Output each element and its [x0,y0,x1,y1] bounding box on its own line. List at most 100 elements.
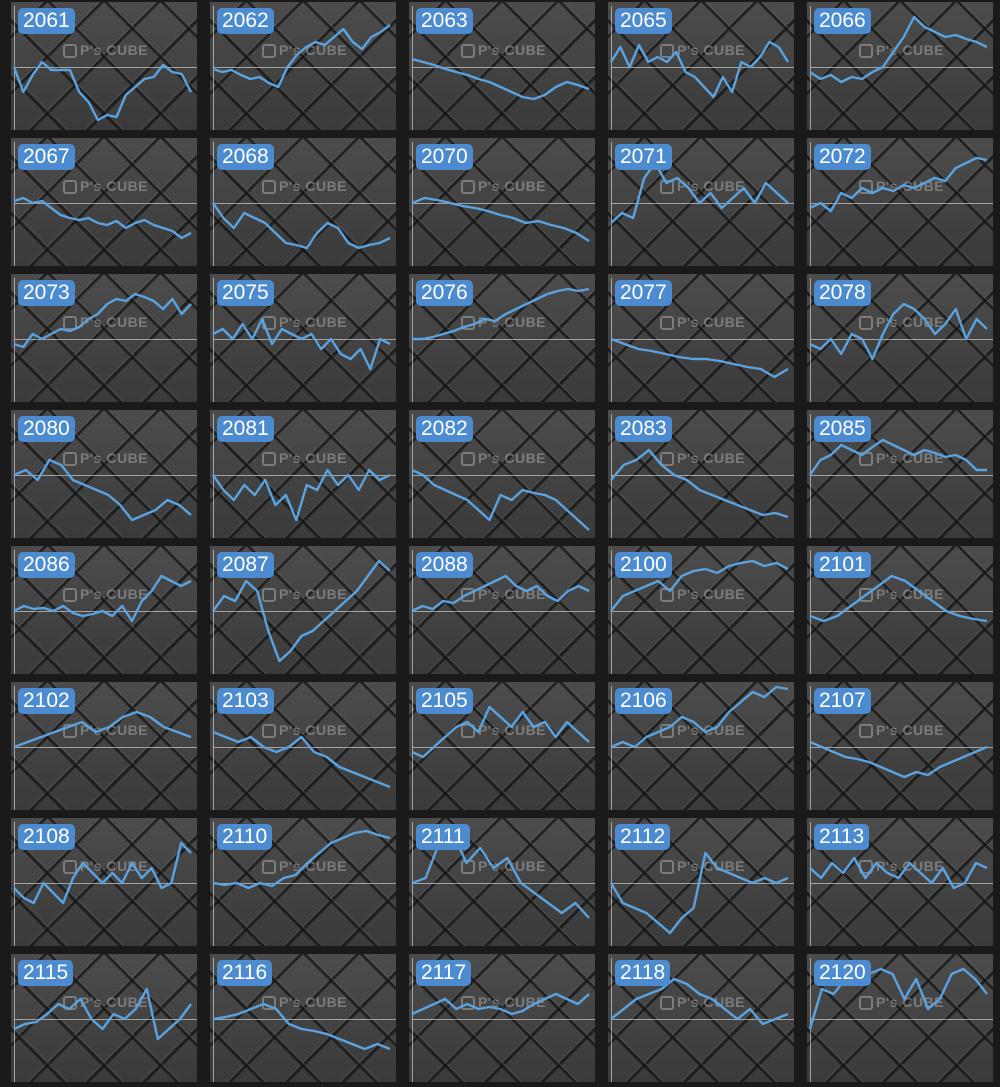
machine-graph-card[interactable]: P's CUBE 2100 [608,546,794,674]
watermark-text: P's CUBE [677,586,746,602]
zero-baseline [213,203,396,204]
sparkline-chart [212,468,391,522]
cube-logo-icon [859,724,873,738]
watermark-text: P's CUBE [478,450,547,466]
watermark-text: P's CUBE [478,42,547,58]
machine-graph-card[interactable]: P's CUBE 2102 [11,682,197,810]
machine-graph-card[interactable]: P's CUBE 2112 [608,818,794,946]
machine-graph-card[interactable]: P's CUBE 2087 [210,546,396,674]
machine-graph-card[interactable]: P's CUBE 2076 [409,274,595,402]
machine-graph-card[interactable]: P's CUBE 2103 [210,682,396,810]
machine-graph-card[interactable]: P's CUBE 2118 [608,954,794,1082]
watermark-logo: P's CUBE [660,42,745,58]
machine-graph-card[interactable]: P's CUBE 2085 [807,410,993,538]
sparkline-chart [212,559,391,663]
machine-graph-card[interactable]: P's CUBE 2063 [409,2,595,130]
machine-graph-card[interactable]: P's CUBE 2107 [807,682,993,810]
zero-baseline [14,747,197,748]
machine-graph-card[interactable]: P's CUBE 2082 [409,410,595,538]
cube-logo-icon [660,860,674,874]
sparkline-series [13,574,192,623]
machine-graph-card[interactable]: P's CUBE 2110 [210,818,396,946]
machine-graph-card[interactable]: P's CUBE 2101 [807,546,993,674]
sparkline-series [809,302,988,361]
machine-graph-card[interactable]: P's CUBE 2120 [807,954,993,1082]
zero-baseline [810,339,993,340]
machine-graph-card[interactable]: P's CUBE 2080 [11,410,197,538]
machine-graph-card[interactable]: P's CUBE 2075 [210,274,396,402]
machine-number-badge: 2076 [416,280,473,306]
machine-graph-card[interactable]: P's CUBE 2115 [11,954,197,1082]
sparkline-chart [610,337,789,379]
sparkline-chart [13,841,192,905]
machine-graph-card[interactable]: P's CUBE 2086 [11,546,197,674]
zero-baseline [810,611,993,612]
watermark-text: P's CUBE [677,178,746,194]
machine-number-badge: 2100 [615,552,672,578]
machine-graph-card[interactable]: P's CUBE 2081 [210,410,396,538]
sparkline-series [610,448,789,519]
zero-baseline [810,747,993,748]
zero-baseline [14,339,197,340]
sparkline-chart [411,992,590,1016]
machine-graph-card[interactable]: P's CUBE 2070 [409,138,595,266]
y-axis-line [14,142,15,266]
machine-number-badge: 2085 [814,416,871,442]
sparkline-series [809,856,988,890]
machine-graph-card[interactable]: P's CUBE 2116 [210,954,396,1082]
zero-baseline [810,67,993,68]
sparkline-chart [808,967,988,1030]
y-axis-line [810,142,811,266]
watermark-logo: P's CUBE [63,42,148,58]
sparkline-chart [212,829,391,890]
sparkline-chart [411,196,590,243]
machine-number-badge: 2102 [18,688,75,714]
machine-graph-card[interactable]: P's CUBE 2077 [608,274,794,402]
machine-graph-card[interactable]: P's CUBE 2061 [11,2,197,130]
machine-graph-card[interactable]: P's CUBE 2067 [11,138,197,266]
sparkline-series [411,992,590,1016]
machine-graph-card[interactable]: P's CUBE 2083 [608,410,794,538]
machine-graph-card[interactable]: P's CUBE 2108 [11,818,197,946]
cube-logo-icon [262,724,276,738]
machine-graph-card[interactable]: P's CUBE 2106 [608,682,794,810]
machine-graph-card[interactable]: P's CUBE 2073 [11,274,197,402]
cube-logo-icon [461,588,475,602]
sparkline-series [809,740,988,779]
watermark-text: P's CUBE [279,722,348,738]
watermark-logo: P's CUBE [461,450,546,466]
machine-graph-card[interactable]: P's CUBE 2068 [210,138,396,266]
cube-logo-icon [660,996,674,1010]
machine-graph-card[interactable]: P's CUBE 2088 [409,546,595,674]
zero-baseline [14,1019,197,1020]
machine-graph-card[interactable]: P's CUBE 2071 [608,138,794,266]
sparkline-series [411,196,590,243]
machine-graph-card[interactable]: P's CUBE 2117 [409,954,595,1082]
machine-graph-card[interactable]: P's CUBE 2072 [807,138,993,266]
watermark-logo: P's CUBE [660,450,745,466]
sparkline-series [610,161,789,224]
sparkline-series [212,468,391,522]
zero-baseline [412,1019,595,1020]
machine-graph-card[interactable]: P's CUBE 2062 [210,2,396,130]
machine-number-badge: 2113 [814,824,870,850]
watermark-text: P's CUBE [279,858,348,874]
sparkline-chart [212,317,391,371]
cube-logo-icon [859,588,873,602]
machine-graph-card[interactable]: P's CUBE 2065 [608,2,794,130]
machine-number-badge: 2077 [615,280,672,306]
machine-graph-card[interactable]: P's CUBE 2066 [807,2,993,130]
machine-graph-card[interactable]: P's CUBE 2111 [409,818,595,946]
machine-graph-card[interactable]: P's CUBE 2105 [409,682,595,810]
machine-graph-card[interactable]: P's CUBE 2078 [807,274,993,402]
sparkline-chart [13,196,192,240]
zero-baseline [412,203,595,204]
watermark-logo: P's CUBE [660,178,745,194]
watermark-text: P's CUBE [279,178,348,194]
sparkline-chart [411,468,590,531]
machine-graph-card[interactable]: P's CUBE 2113 [807,818,993,946]
watermark-text: P's CUBE [80,314,149,330]
zero-baseline [213,475,396,476]
sparkline-chart [13,710,192,749]
zero-baseline [611,203,794,204]
